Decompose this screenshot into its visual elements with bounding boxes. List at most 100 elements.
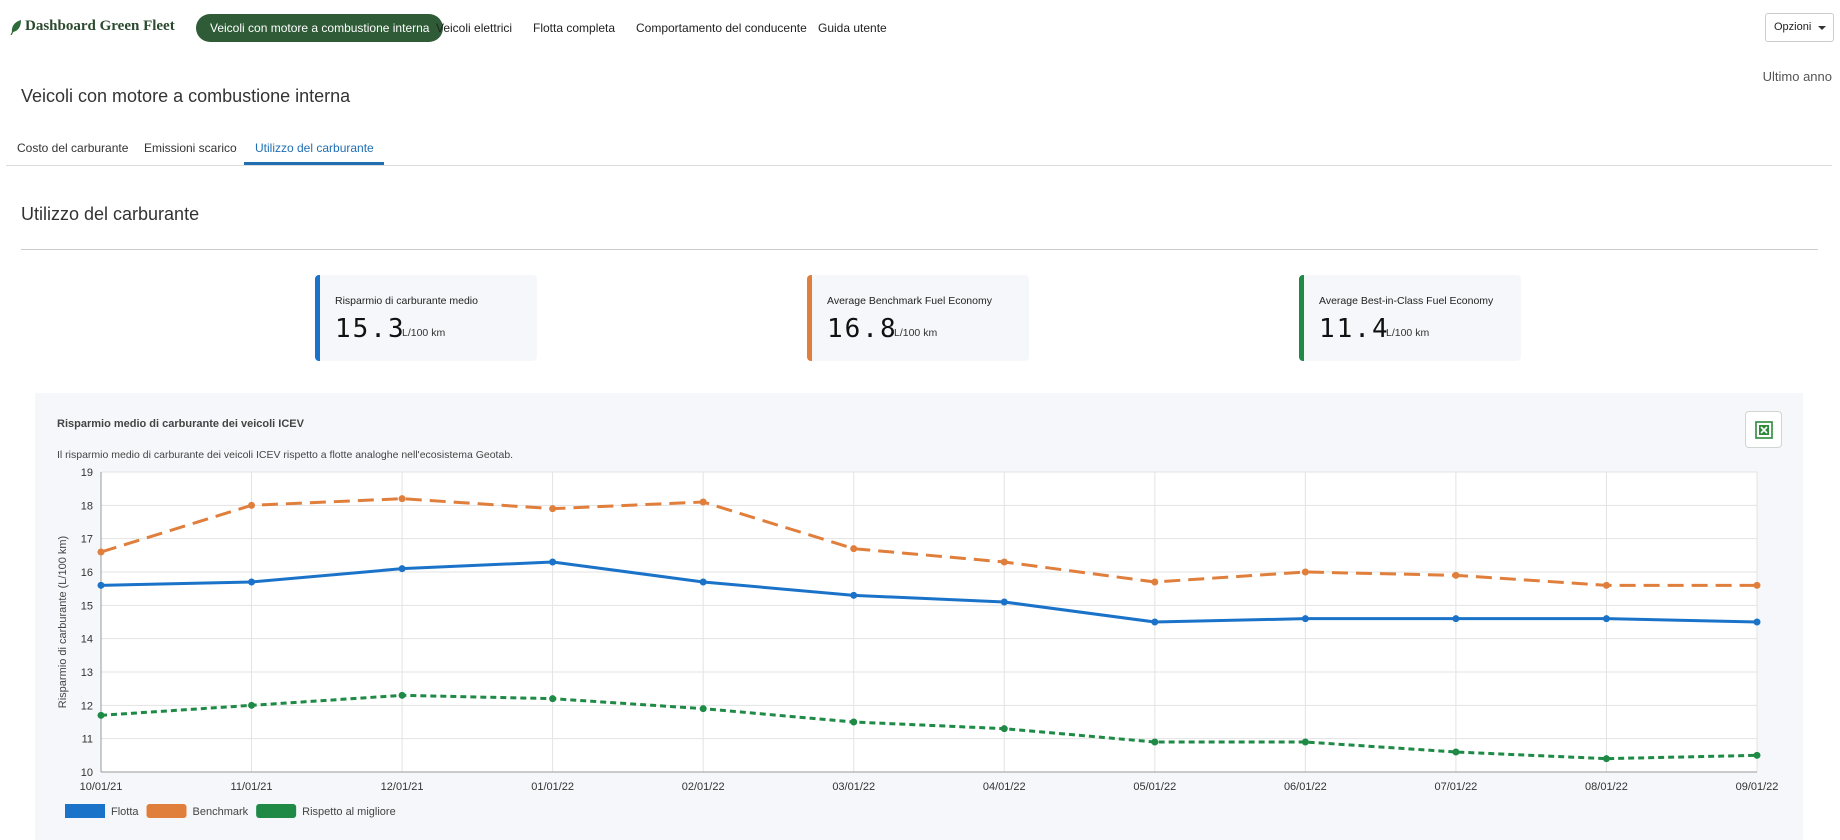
data-point — [850, 545, 858, 553]
data-point — [1151, 618, 1159, 626]
y-axis-label: Risparmio di carburante (L/100 km) — [57, 536, 69, 708]
series-line-2 — [100, 693, 1758, 761]
chart-subtitle: Il risparmio medio di carburante dei vei… — [57, 449, 514, 461]
section-divider — [21, 249, 1818, 250]
legend-swatch — [65, 804, 105, 818]
kpi-value: 16.8 — [827, 314, 898, 344]
chart-panel: Risparmio medio di carburante dei veicol… — [35, 393, 1803, 840]
fuel-economy-line-chart: 10 11 12 13 14 15 16 17 18 19 10/01/21 11/01/21 12/0… — [57, 467, 1779, 818]
section-title: Utilizzo del carburante — [21, 204, 200, 224]
y-tick-label: 18 — [81, 500, 93, 512]
data-point — [699, 498, 707, 506]
x-tick-label: 09/01/22 — [1736, 781, 1779, 793]
kpi-unit: L/100 km — [402, 327, 446, 339]
x-tick-label: 08/01/22 — [1585, 781, 1628, 793]
chart-title: Risparmio medio di carburante dei veicol… — [57, 418, 304, 430]
data-point — [549, 695, 557, 703]
data-point — [1753, 751, 1761, 759]
plot-area — [101, 472, 1757, 772]
tab-fuel-usage[interactable]: Utilizzo del carburante — [255, 141, 374, 155]
data-point — [1301, 738, 1309, 746]
top-navigation: Dashboard Green Fleet Veicoli con motore… — [0, 0, 1840, 54]
series-line-1 — [100, 497, 1757, 587]
x-tick-label: 02/01/22 — [682, 781, 725, 793]
kpi-card-benchmark-fuel-economy: Average Benchmark Fuel Economy 16.8 L/10… — [807, 275, 1029, 361]
data-point — [1452, 571, 1460, 579]
data-point — [549, 505, 557, 513]
kpi-label: Average Benchmark Fuel Economy — [827, 295, 992, 307]
options-label: Opzioni — [1774, 21, 1812, 33]
data-point — [1000, 558, 1008, 566]
legend-swatch — [256, 804, 297, 818]
kpi-unit: L/100 km — [1386, 327, 1430, 339]
legend-label: Flotta — [111, 806, 139, 818]
tab-exhaust-emissions[interactable]: Emissioni scarico — [144, 141, 237, 155]
data-point — [1452, 748, 1460, 756]
data-point — [1301, 568, 1309, 576]
logo-text: Dashboard Green Fleet — [25, 18, 175, 34]
data-point — [850, 718, 858, 726]
nav-item-fleet[interactable]: Flotta completa — [533, 21, 616, 35]
x-tick-label: 11/01/21 — [231, 781, 273, 793]
data-point — [1602, 755, 1610, 763]
y-tick-label: 16 — [81, 567, 93, 579]
x-tick-label: 12/01/21 — [381, 781, 424, 793]
tab-fuel-cost[interactable]: Costo del carburante — [17, 141, 129, 155]
data-point — [1301, 615, 1309, 623]
data-point — [97, 548, 105, 556]
data-point — [97, 581, 105, 589]
x-tick-label: 10/01/21 — [80, 781, 123, 793]
leaf-icon — [10, 19, 21, 35]
data-point — [1000, 725, 1008, 733]
data-point — [248, 578, 256, 586]
data-point — [248, 701, 256, 709]
data-point — [1000, 598, 1008, 606]
data-point — [1753, 581, 1761, 589]
kpi-label: Average Best-in-Class Fuel Economy — [1319, 295, 1494, 307]
legend-swatch — [146, 804, 187, 818]
legend-label: Benchmark — [193, 806, 249, 818]
y-tick-label: 14 — [81, 634, 93, 646]
kpi-card-average-fuel-economy: Risparmio di carburante medio 15.3 L/100… — [315, 275, 537, 361]
y-tick-label: 19 — [81, 467, 93, 479]
data-point — [248, 501, 256, 509]
data-point — [1452, 615, 1460, 623]
y-tick-label: 11 — [82, 734, 93, 746]
x-tick-label: 03/01/22 — [832, 781, 875, 793]
data-point — [1602, 581, 1610, 589]
x-tick-label: 07/01/22 — [1434, 781, 1477, 793]
x-tick-label: 04/01/22 — [983, 781, 1026, 793]
data-point — [97, 711, 105, 719]
kpi-value: 11.4 — [1319, 314, 1390, 344]
active-tab-indicator — [244, 162, 384, 165]
x-tick-label: 01/01/22 — [531, 781, 574, 793]
excel-export-icon — [1755, 421, 1773, 439]
data-point — [850, 591, 858, 599]
nav-item-ev[interactable]: Veicoli elettrici — [436, 21, 513, 35]
y-tick-label: 13 — [81, 667, 93, 679]
kpi-unit: L/100 km — [894, 327, 938, 339]
data-point — [549, 558, 557, 566]
kpi-value: 15.3 — [335, 314, 406, 344]
options-dropdown[interactable]: Opzioni — [1765, 13, 1834, 42]
series-line-0 — [100, 560, 1758, 624]
y-tick-label: 10 — [81, 767, 93, 779]
data-point — [1602, 615, 1610, 623]
excel-export-button[interactable] — [1745, 411, 1782, 448]
page-title: Veicoli con motore a combustione interna — [21, 86, 351, 106]
tab-bar: Costo del carburante Emissioni scarico U… — [6, 130, 1832, 166]
nav-item-driver-behavior[interactable]: Comportamento del conducente — [636, 21, 807, 35]
data-point — [1151, 738, 1159, 746]
nav-item-user-guide[interactable]: Guida utente — [818, 21, 887, 35]
kpi-label: Risparmio di carburante medio — [335, 295, 478, 307]
x-tick-label: 06/01/22 — [1284, 781, 1327, 793]
y-tick-label: 17 — [81, 534, 93, 546]
app-logo[interactable]: Dashboard Green Fleet — [10, 18, 175, 35]
legend-label: Rispetto al migliore — [302, 806, 396, 818]
caret-down-icon — [1818, 26, 1826, 30]
data-point — [699, 578, 707, 586]
data-point — [699, 705, 707, 713]
x-tick-label: 05/01/22 — [1133, 781, 1176, 793]
nav-item-icev[interactable]: Veicoli con motore a combustione interna — [196, 14, 444, 42]
data-point — [1753, 618, 1761, 626]
